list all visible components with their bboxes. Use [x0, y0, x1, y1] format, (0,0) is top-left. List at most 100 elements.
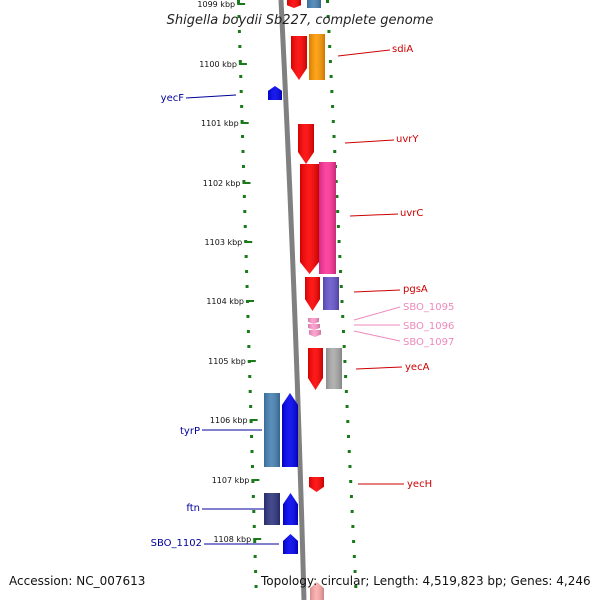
feature-ftn-cog [264, 493, 280, 525]
outer-tick-dot [334, 180, 338, 183]
outer-tick-dot [341, 330, 345, 333]
outer-tick-dot [344, 375, 348, 378]
inner-tick-dot [246, 315, 250, 318]
leader-line [349, 213, 399, 217]
outer-tick-dot [335, 195, 339, 198]
inner-tick-dot [242, 180, 246, 183]
outer-tick-dot [349, 495, 353, 498]
feature-yecA [308, 348, 323, 390]
inner-tick-dot [244, 255, 248, 258]
gene-label-SBO_1096: SBO_1096 [403, 321, 454, 332]
gene-label-yecH: yecH [407, 479, 432, 490]
inner-tick-dot [254, 585, 258, 588]
outer-tick-dot [342, 345, 346, 348]
leader-line [185, 94, 237, 99]
kbp-label: 1105 kbp [208, 357, 246, 366]
outer-tick-dot [347, 435, 351, 438]
inner-tick-dot [252, 525, 256, 528]
inner-tick-dot [241, 150, 245, 153]
feature-SBO_1097 [309, 330, 321, 337]
inner-tick-dot [250, 450, 254, 453]
inner-tick-dot [240, 105, 244, 108]
feature-yecA-cog [326, 348, 342, 389]
gene-label-pgsA: pgsA [403, 284, 428, 295]
feature-SBO_1095 [308, 318, 319, 324]
inner-tick-dot [239, 90, 243, 93]
inner-tick-dot [245, 285, 249, 288]
inner-tick-dot [245, 270, 249, 273]
inner-tick-dot [253, 555, 257, 558]
outer-tick-dot [350, 510, 354, 513]
leader-line [353, 289, 401, 293]
inner-tick-dot [241, 135, 245, 138]
feature-sdiA [291, 36, 307, 80]
accession-text: Accession: NC_007613 [9, 574, 146, 588]
inner-tick-dot [242, 195, 246, 198]
inner-tick-dot [250, 465, 254, 468]
outer-tick-dot [343, 360, 347, 363]
gene-label-uvrC: uvrC [400, 208, 423, 219]
outer-tick-dot [328, 45, 332, 48]
outer-tick-dot [346, 420, 350, 423]
leader-line [344, 139, 395, 144]
outer-tick-dot [349, 480, 353, 483]
outer-tick-dot [328, 60, 332, 63]
inner-tick-dot [252, 510, 256, 513]
feature-uvrC [300, 164, 319, 274]
gene-label-uvrY: uvrY [396, 134, 419, 145]
inner-tick-dot [250, 435, 254, 438]
gene-label-SBO_1095: SBO_1095 [403, 302, 454, 313]
feature-SBO_1096 [308, 324, 320, 330]
genome-backbone [278, 0, 307, 600]
outer-tick-dot [336, 225, 340, 228]
inner-tick-dot [237, 0, 240, 3]
feature-pgsA [305, 277, 320, 311]
inner-tick-dot [249, 405, 253, 408]
inner-tick-dot [243, 225, 247, 228]
inner-tick-dot [253, 540, 257, 543]
inner-tick-dot [251, 480, 255, 483]
inner-tick-dot [251, 495, 255, 498]
inner-tick-dot [238, 60, 242, 63]
gene-label-ftn: ftn [186, 503, 200, 514]
outer-tick-dot [336, 210, 340, 213]
feature-uvrY [298, 124, 314, 164]
outer-tick-dot [339, 285, 343, 288]
kbp-label: 1106 kbp [210, 416, 248, 425]
outer-tick-dot [338, 255, 342, 258]
feature-yecF [268, 86, 282, 100]
outer-tick-dot [352, 555, 356, 558]
kbp-label: 1103 kbp [205, 238, 243, 247]
feature-SBO_1102 [283, 534, 298, 554]
feature-tyrP [282, 393, 298, 467]
outer-tick-dot [354, 585, 358, 588]
inner-tick-dot [237, 30, 241, 33]
gene-label-tyrP: tyrP [180, 426, 200, 437]
inner-tick-dot [248, 375, 252, 378]
outer-tick-dot [330, 90, 334, 93]
outer-tick-dot [331, 105, 335, 108]
kbp-label: 1108 kbp [213, 535, 251, 544]
inner-tick-dot [239, 75, 243, 78]
feature-pgsA-cog [323, 277, 339, 310]
leader-line [353, 306, 401, 321]
feature-next [310, 582, 324, 600]
gene-label-SBO_1097: SBO_1097 [403, 337, 454, 348]
gene-label-yecF: yecF [161, 93, 185, 104]
feature-ftn [283, 493, 298, 525]
outer-tick-dot [329, 75, 333, 78]
outer-tick-dot [333, 150, 337, 153]
outer-tick-dot [327, 30, 331, 33]
map-title: Shigella boydii Sb227, complete genome [167, 13, 434, 28]
gene-label-SBO_1102: SBO_1102 [151, 538, 202, 549]
kbp-label: 1101 kbp [201, 119, 239, 128]
feature-yecH [309, 477, 324, 492]
outer-tick-dot [348, 465, 352, 468]
outer-tick-dot [332, 135, 336, 138]
outer-tick-dot [345, 405, 349, 408]
gene-label-yecA: yecA [405, 362, 430, 373]
inner-tick-dot [249, 420, 253, 423]
leader-line [355, 366, 403, 370]
outer-tick-dot [331, 120, 335, 123]
